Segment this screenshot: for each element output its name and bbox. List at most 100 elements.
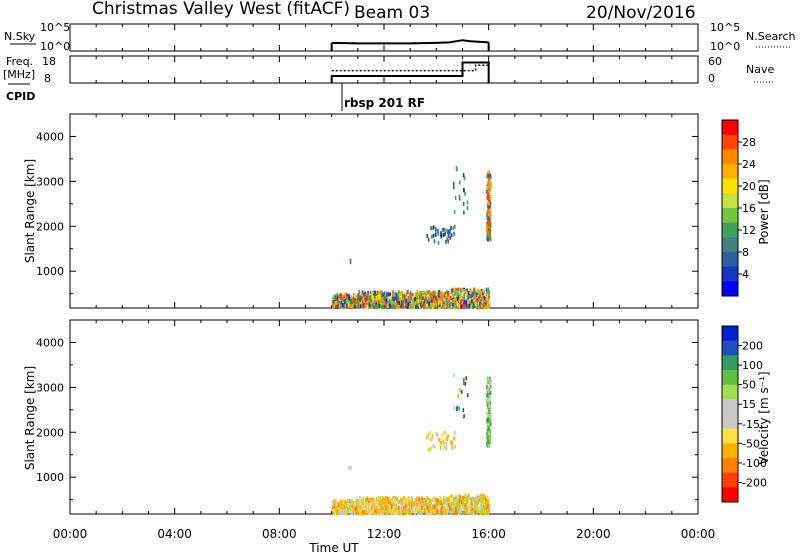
velocity-data-point <box>401 505 403 510</box>
power-data-point <box>438 293 440 298</box>
power-data-point <box>347 303 350 308</box>
velocity-data-point <box>368 506 371 510</box>
power-y-tick-label: 3000 <box>36 175 64 188</box>
velocity-data-point <box>336 500 338 505</box>
velocity-data-point <box>446 501 448 506</box>
power-data-point <box>486 221 489 226</box>
velocity-data-point <box>337 510 339 515</box>
power-data-point <box>475 292 478 297</box>
nsky-series-line <box>330 39 490 51</box>
velocity-data-point <box>433 504 436 509</box>
velocity-data-point <box>401 501 404 506</box>
power-data-point <box>336 304 339 309</box>
power-data-point <box>339 295 342 300</box>
velocity-data-point <box>455 497 458 502</box>
power-data-point <box>457 292 459 297</box>
power-data-point <box>430 303 432 308</box>
power-data-point <box>449 302 452 306</box>
power-data-point <box>488 177 490 182</box>
velocity-data-point <box>442 510 445 515</box>
velocity-data-point <box>489 429 491 434</box>
velocity-data-point <box>489 414 491 418</box>
velocity-data-point <box>449 510 452 515</box>
power-data-point <box>405 292 408 297</box>
power-data-point <box>354 293 356 298</box>
velocity-y-tick-label: 3000 <box>36 381 64 394</box>
velocity-data-point <box>469 504 471 509</box>
velocity-data-point <box>439 505 442 509</box>
power-data-point <box>486 300 488 305</box>
velocity-data-point <box>489 396 491 401</box>
freq-panel: Freq. [MHz] 18 8 60 0 Nave CPID rbsp 201… <box>3 55 774 111</box>
power-data-point <box>438 302 441 307</box>
velocity-cbar-segment <box>722 370 738 386</box>
velocity-data-point <box>395 505 398 510</box>
power-data-point <box>439 292 441 297</box>
power-data-point <box>398 300 400 305</box>
power-data-point <box>457 298 460 303</box>
power-cbar-tick-label: 24 <box>742 158 756 171</box>
power-data-point <box>366 295 368 300</box>
velocity-data-point <box>341 506 343 511</box>
power-data-point <box>451 288 453 293</box>
power-data-point <box>460 299 463 304</box>
velocity-data-point <box>463 505 466 510</box>
velocity-data-point <box>356 503 358 508</box>
velocity-data-point <box>488 431 491 436</box>
velocity-data-point <box>428 506 431 511</box>
power-data-point <box>477 305 480 309</box>
power-data-point <box>432 302 434 307</box>
velocity-data-point <box>341 505 344 510</box>
velocity-data-point <box>438 437 440 442</box>
nave-series-line <box>331 64 489 72</box>
power-data-point <box>375 295 378 300</box>
velocity-cbar-tick-label: 200 <box>742 340 763 353</box>
power-data-point <box>398 304 401 309</box>
power-data-point <box>410 296 412 301</box>
power-data-point <box>397 290 400 295</box>
velocity-cbar-tick-label: -100 <box>742 457 767 470</box>
power-data-point <box>397 304 399 309</box>
velocity-cbar-segment <box>722 355 738 371</box>
power-data-point <box>364 302 366 307</box>
power-data-point <box>427 299 429 304</box>
velocity-data-point <box>482 495 485 499</box>
velocity-data-point <box>430 510 433 515</box>
velocity-data-point <box>453 501 455 506</box>
velocity-data-point <box>335 509 337 514</box>
power-data-point <box>471 291 474 296</box>
power-data-point <box>454 293 456 298</box>
power-data-point <box>408 293 411 298</box>
velocity-data-point <box>456 499 459 504</box>
power-data-point <box>394 291 397 296</box>
power-data-point <box>380 298 383 303</box>
nsky-left-tick-top: 10^5 <box>40 21 70 34</box>
velocity-data-point <box>402 504 404 509</box>
velocity-data-point <box>342 505 345 510</box>
power-data-point <box>446 302 448 307</box>
power-data-point <box>458 299 461 304</box>
velocity-data-point <box>376 496 379 500</box>
velocity-data-point <box>339 502 342 507</box>
power-data-point <box>486 212 488 217</box>
velocity-data-point <box>379 497 381 502</box>
velocity-data-point <box>487 440 490 445</box>
power-data-point <box>433 293 436 298</box>
power-data-point <box>411 303 414 308</box>
velocity-data-point <box>453 406 456 410</box>
velocity-data-point <box>384 500 386 505</box>
velocity-data-point <box>396 499 399 504</box>
power-data-point <box>361 300 364 305</box>
velocity-data-point <box>440 438 442 443</box>
velocity-data-point <box>373 499 375 504</box>
power-data-point <box>424 291 426 295</box>
velocity-data-point <box>426 505 429 510</box>
power-data-point <box>394 295 397 300</box>
velocity-y-tick-label: 1000 <box>36 471 64 484</box>
power-data-point <box>488 290 491 295</box>
power-data-point <box>442 298 444 303</box>
power-data-point <box>437 292 439 297</box>
power-data-point <box>477 297 479 302</box>
power-data-point <box>440 302 443 307</box>
power-data-point <box>460 295 463 299</box>
